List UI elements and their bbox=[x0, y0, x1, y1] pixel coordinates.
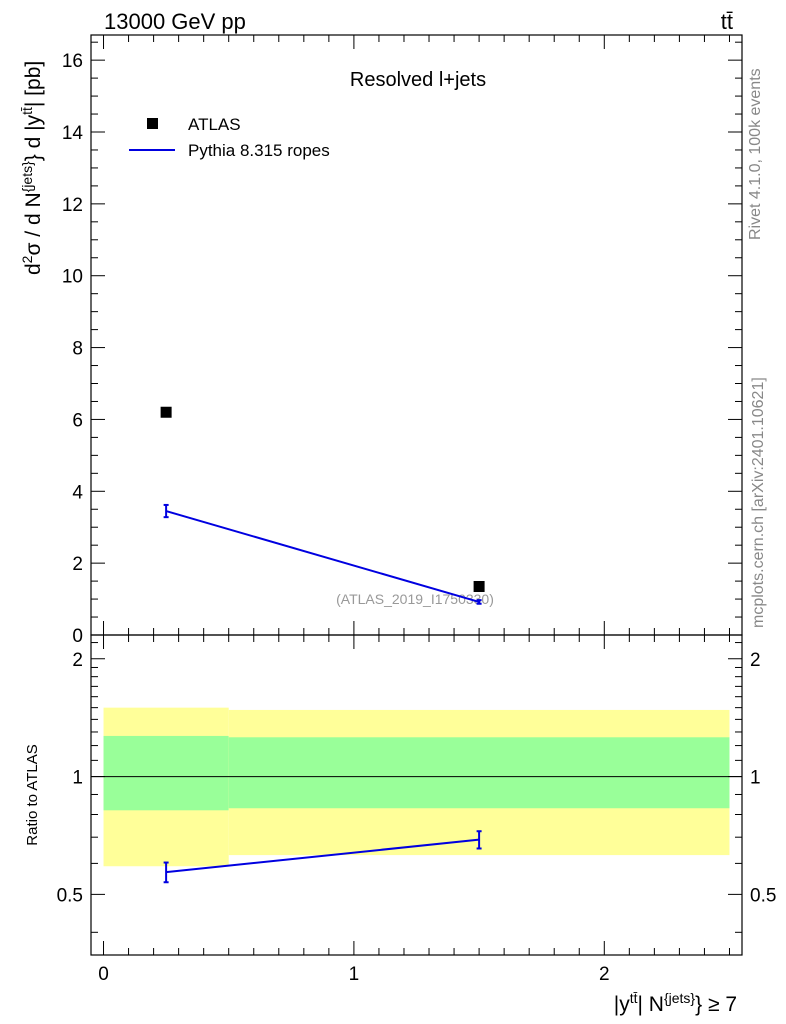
header-energy-label: 13000 GeV pp bbox=[104, 9, 246, 34]
y-tick-label: 16 bbox=[62, 51, 83, 72]
ratio-tick-label-left: 1 bbox=[72, 768, 83, 789]
y-tick-label: 8 bbox=[72, 339, 83, 360]
ratio-tick-label-right: 0.5 bbox=[750, 885, 776, 906]
ratio-tick-label-right: 2 bbox=[750, 650, 761, 671]
ratio-axis-ticks: 0.5 0.5 1 1 2 2 0 1 2 bbox=[57, 635, 776, 985]
ratio-tick-label-left: 0.5 bbox=[57, 885, 83, 906]
x-tick-label: 1 bbox=[349, 964, 360, 985]
ratio-inner-band bbox=[228, 737, 730, 809]
x-axis-label: |ytt̄| N{jets}} ≥ 7 bbox=[614, 990, 737, 1016]
ratio-panel: 0.5 0.5 1 1 2 2 0 1 2 bbox=[57, 634, 776, 985]
y-axis-label: d2σ / d N{jets}} d |ytt̄| [pb] bbox=[19, 61, 45, 275]
y-tick-label: 4 bbox=[72, 482, 83, 503]
ratio-frame bbox=[90, 634, 743, 956]
y-tick-label: 10 bbox=[62, 267, 83, 288]
main-axis-ticks: 0 2 4 6 8 10 12 14 16 bbox=[62, 35, 742, 647]
x-tick-label: 0 bbox=[98, 964, 109, 985]
source-url-label: mcplots.cern.ch [arXiv:2401.10621] bbox=[750, 377, 767, 628]
y-tick-label: 12 bbox=[62, 195, 83, 216]
y-tick-label: 6 bbox=[72, 410, 83, 431]
y-tick-label: 2 bbox=[72, 554, 83, 575]
legend: ATLAS Pythia 8.315 ropes bbox=[129, 115, 330, 160]
x-tick-label: 2 bbox=[599, 964, 610, 985]
pythia-line bbox=[165, 510, 480, 603]
y-tick-label: 14 bbox=[62, 123, 84, 144]
main-data-layer bbox=[160, 406, 485, 605]
atlas-data-point bbox=[473, 580, 485, 592]
ratio-pythia-line bbox=[166, 838, 480, 874]
ratio-tick-label-right: 1 bbox=[750, 768, 761, 789]
legend-pythia-label: Pythia 8.315 ropes bbox=[188, 141, 330, 160]
rivet-version-label: Rivet 4.1.0, 100k events bbox=[747, 68, 764, 240]
atlas-data-point bbox=[160, 406, 172, 418]
ratio-data-layer bbox=[163, 830, 482, 884]
ratio-uncertainty-bands bbox=[103, 707, 730, 867]
legend-atlas-label: ATLAS bbox=[188, 115, 241, 134]
ratio-y-axis-label: Ratio to ATLAS bbox=[24, 744, 41, 845]
y-tick-label: 0 bbox=[72, 626, 83, 647]
header-process-label: tt̄ bbox=[721, 9, 733, 34]
legend-atlas-marker bbox=[147, 118, 158, 129]
ratio-inner-band bbox=[103, 735, 229, 811]
ratio-tick-label-left: 2 bbox=[72, 650, 83, 671]
chart-title: Resolved l+jets bbox=[350, 69, 486, 91]
